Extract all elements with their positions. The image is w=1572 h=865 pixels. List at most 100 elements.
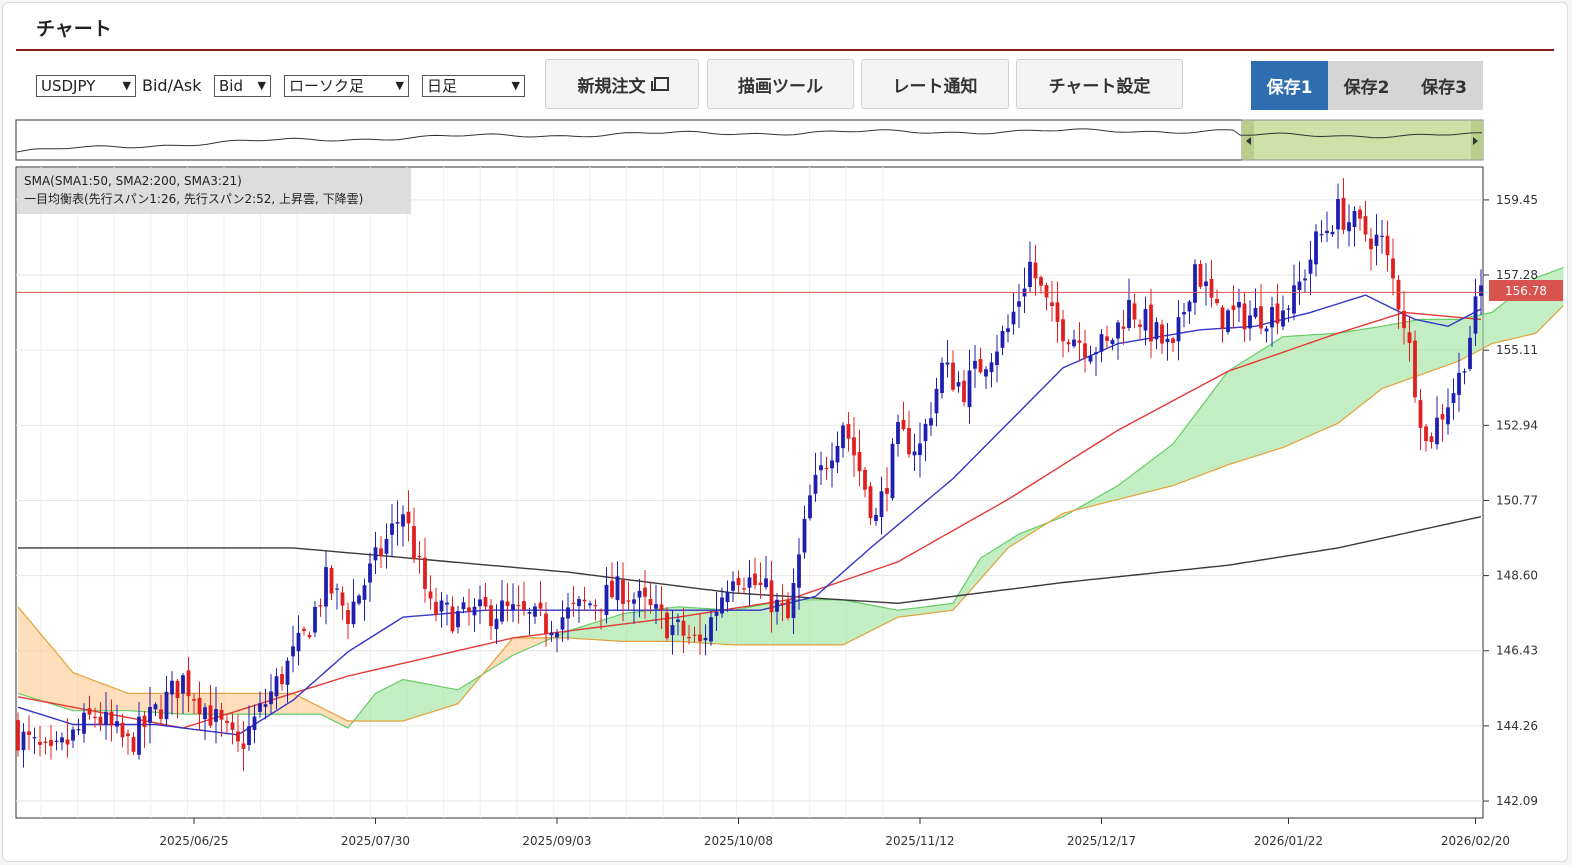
candle-body bbox=[874, 515, 878, 522]
candle bbox=[1281, 295, 1285, 331]
cloud-up-segment bbox=[1123, 477, 1129, 499]
candle bbox=[483, 582, 488, 611]
cloud-up-segment bbox=[1492, 308, 1498, 344]
candle bbox=[274, 668, 279, 710]
candle bbox=[32, 727, 37, 755]
candle bbox=[49, 724, 53, 760]
candle-body bbox=[38, 741, 42, 745]
candle bbox=[153, 702, 158, 717]
candle bbox=[93, 707, 97, 728]
candle bbox=[1017, 284, 1021, 328]
candle-body bbox=[285, 660, 290, 685]
cloud-up-segment bbox=[1211, 385, 1217, 472]
candle-body bbox=[280, 673, 284, 685]
cloud-up-segment bbox=[1343, 331, 1349, 419]
cloud-down-segment bbox=[117, 689, 123, 711]
candle bbox=[863, 467, 867, 498]
cloud-up-segment bbox=[408, 680, 414, 720]
cloud-up-segment bbox=[1002, 540, 1008, 555]
candle bbox=[318, 598, 323, 617]
candle-body bbox=[670, 625, 675, 636]
candle-body bbox=[494, 618, 499, 630]
candle-body bbox=[544, 613, 548, 634]
candle-body bbox=[87, 708, 92, 715]
candle-body bbox=[362, 585, 367, 600]
symbol-select[interactable]: USDJPY ▼ bbox=[36, 75, 136, 97]
candle bbox=[1132, 294, 1137, 329]
candle-body bbox=[786, 600, 790, 619]
candle-body bbox=[1374, 234, 1379, 246]
cloud-up-segment bbox=[612, 615, 618, 642]
candle bbox=[1176, 300, 1181, 361]
candle bbox=[1374, 213, 1379, 266]
candle bbox=[1237, 288, 1241, 323]
bidask-select[interactable]: Bid ▼ bbox=[214, 75, 271, 97]
candle bbox=[230, 713, 235, 745]
candle-body bbox=[16, 720, 20, 751]
cloud-up-segment bbox=[931, 605, 937, 614]
candle-body bbox=[720, 597, 724, 614]
candle-body bbox=[984, 369, 988, 377]
cloud-up-segment bbox=[447, 687, 453, 708]
candle-body bbox=[428, 591, 433, 599]
candle bbox=[434, 587, 438, 622]
candle-body bbox=[1446, 407, 1450, 425]
candle bbox=[450, 596, 455, 634]
x-tick-label: 2025/09/03 bbox=[522, 834, 591, 848]
cloud-up-segment bbox=[1437, 319, 1443, 369]
candle-body bbox=[269, 691, 273, 705]
candle-body bbox=[164, 691, 169, 720]
candle bbox=[533, 603, 537, 624]
candle bbox=[87, 695, 92, 720]
cloud-up-segment bbox=[414, 681, 420, 718]
chart-settings-button[interactable]: チャート設定 bbox=[1016, 59, 1183, 109]
candle bbox=[296, 615, 301, 666]
candle-body bbox=[390, 523, 394, 535]
candle bbox=[885, 467, 889, 512]
navigator-handle-right[interactable] bbox=[1471, 121, 1483, 159]
cloud-up-segment bbox=[1184, 422, 1190, 482]
candle bbox=[335, 583, 339, 610]
cloud-up-segment bbox=[1266, 343, 1272, 453]
candle-body bbox=[1391, 258, 1395, 279]
candle-body bbox=[1435, 417, 1439, 445]
cloud-up-segment bbox=[436, 685, 442, 711]
candle bbox=[989, 353, 994, 388]
candle-body bbox=[714, 611, 719, 616]
cloud-up-segment bbox=[672, 606, 678, 642]
save-slot-2-button[interactable]: 保存2 bbox=[1328, 61, 1405, 110]
candle bbox=[846, 411, 851, 452]
candle-body bbox=[654, 604, 658, 609]
candle-body bbox=[967, 370, 972, 408]
chart-type-select[interactable]: ローソク足 ▼ bbox=[284, 75, 409, 97]
cloud-down-segment bbox=[95, 680, 101, 711]
candle-body bbox=[478, 599, 482, 607]
candle bbox=[197, 681, 202, 731]
rate-alert-button[interactable]: レート通知 bbox=[861, 59, 1009, 109]
navigator-window[interactable] bbox=[1241, 119, 1484, 161]
sma1-line bbox=[17, 311, 1482, 729]
candle-body bbox=[813, 474, 818, 494]
candle bbox=[456, 605, 460, 634]
candle-body bbox=[252, 716, 257, 730]
save-slot-1-button[interactable]: 保存1 bbox=[1251, 61, 1328, 110]
cloud-up-segment bbox=[1349, 330, 1355, 415]
cloud-up-segment bbox=[1277, 336, 1283, 450]
candle bbox=[104, 692, 108, 740]
save-slot-3-button[interactable]: 保存3 bbox=[1405, 61, 1483, 110]
period-select[interactable]: 日足 ▼ bbox=[422, 75, 525, 97]
candle bbox=[1248, 300, 1252, 341]
candle bbox=[692, 626, 697, 643]
cloud-down-segment bbox=[502, 644, 508, 663]
new-order-button[interactable]: 新規注文 bbox=[545, 59, 699, 109]
cloud-up-segment bbox=[606, 617, 612, 641]
candle-body bbox=[956, 382, 961, 387]
candle bbox=[874, 507, 878, 526]
cloud-down-segment bbox=[51, 646, 57, 706]
candle-body bbox=[593, 605, 598, 607]
draw-tool-button[interactable]: 描画ツール bbox=[707, 59, 854, 109]
candle-body bbox=[1369, 238, 1373, 250]
candle bbox=[896, 414, 900, 457]
candle bbox=[54, 731, 59, 751]
candle-body bbox=[65, 739, 70, 745]
